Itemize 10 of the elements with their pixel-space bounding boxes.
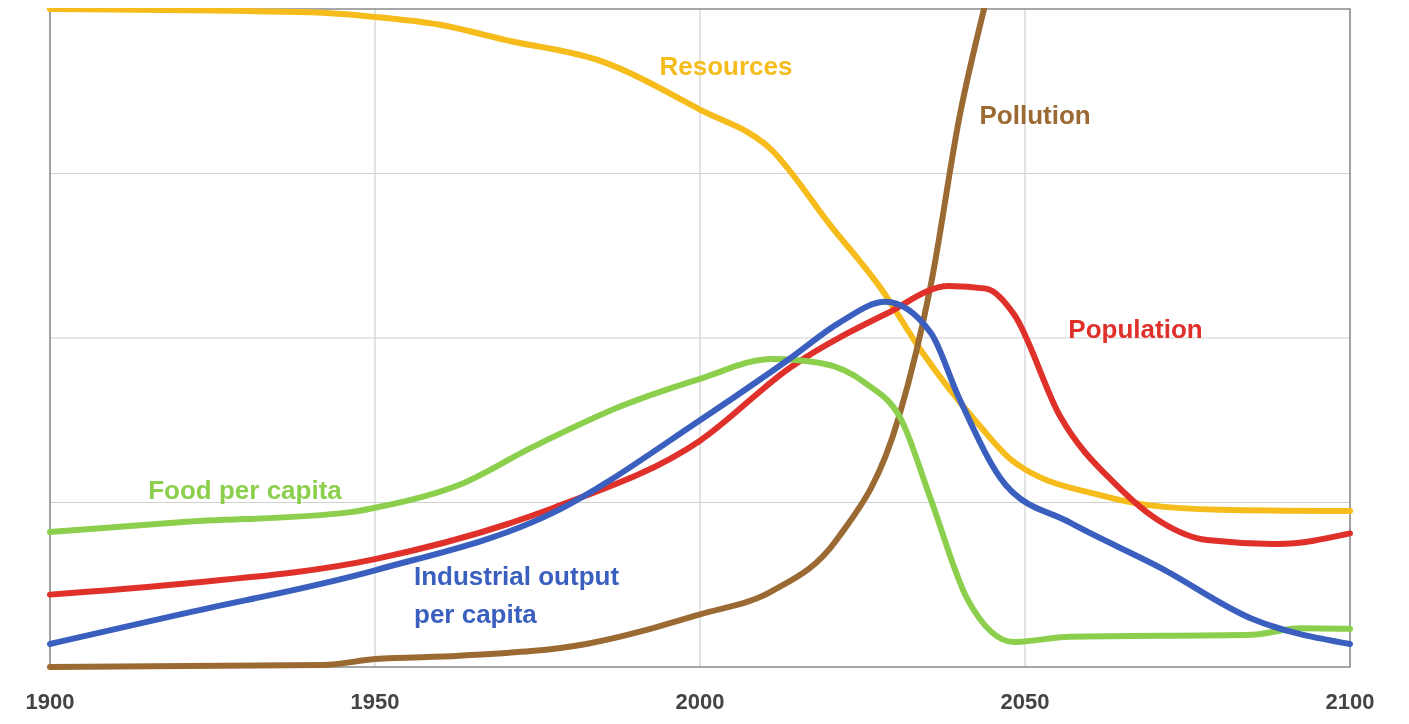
series-label: Pollution xyxy=(979,100,1091,131)
series-label: Resources xyxy=(659,50,793,81)
x-tick-label: 1900 xyxy=(25,689,75,714)
x-tick-label: 2000 xyxy=(675,689,725,714)
x-tick-label: 1950 xyxy=(350,689,400,714)
x-tick-label: 2050 xyxy=(1000,689,1050,714)
series-label: Industrial output per capita xyxy=(414,560,620,629)
x-tick-label: 2100 xyxy=(1325,689,1375,714)
series-label: Population xyxy=(1068,314,1203,344)
series-label: Food per capita xyxy=(148,475,343,506)
